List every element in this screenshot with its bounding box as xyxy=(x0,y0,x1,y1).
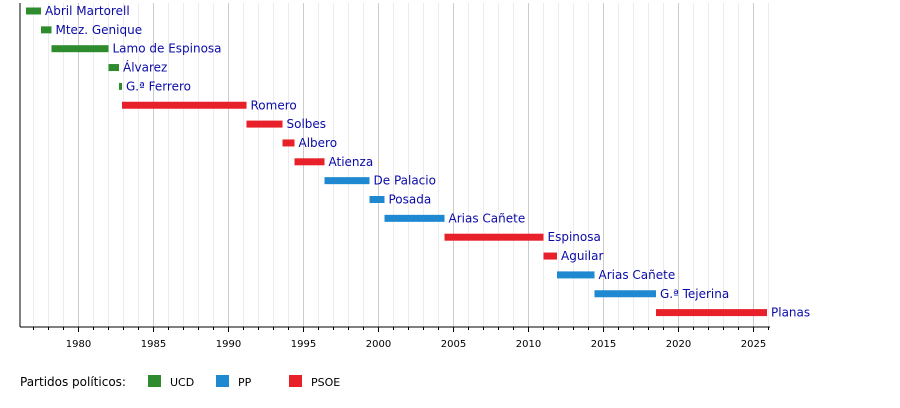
bar-ucd xyxy=(26,7,41,15)
x-tick-label: 1980 xyxy=(66,339,91,350)
x-tick-label: 2010 xyxy=(516,339,541,350)
x-tick-label: 2005 xyxy=(441,339,466,350)
bar-labels: Abril Martorell Mtez. Genique Lamo de Espi… xyxy=(45,4,810,320)
bar-label: Aguilar xyxy=(561,249,603,263)
x-tick-label: 2000 xyxy=(366,339,391,350)
legend-label-ucd: UCD xyxy=(170,376,194,389)
bar-label: Planas xyxy=(771,306,810,320)
bar-label: Mtez. Genique xyxy=(56,23,143,37)
bars xyxy=(26,7,767,317)
bar-label: G.ª Tejerina xyxy=(660,287,729,301)
legend-swatch-psoe xyxy=(289,375,302,387)
x-tick-label: 1990 xyxy=(216,339,241,350)
bar-label: Espinosa xyxy=(548,230,601,244)
bar-label: Albero xyxy=(299,136,338,150)
bar-pp xyxy=(594,290,656,298)
bar-label: Romero xyxy=(251,98,297,112)
bar-label: Arias Cañete xyxy=(449,211,526,225)
bar-pp xyxy=(557,271,595,279)
bar-pp xyxy=(324,177,370,185)
axes: 1980 1985 1990 1995 2000 2005 2010 2015 2020 2025 xyxy=(19,3,770,350)
legend-label-pp: PP xyxy=(238,376,252,389)
bar-psoe xyxy=(444,233,544,241)
bar-psoe xyxy=(656,309,767,317)
legend-swatch-ucd xyxy=(148,375,161,387)
bar-label: De Palacio xyxy=(374,174,436,188)
legend-label-psoe: PSOE xyxy=(311,376,340,389)
x-tick-label: 2015 xyxy=(591,339,616,350)
bar-label: Abril Martorell xyxy=(45,4,130,18)
bar-ucd xyxy=(51,45,109,53)
bar-label: G.ª Ferrero xyxy=(126,79,191,93)
legend: Partidos políticos: UCD PP PSOE xyxy=(20,375,340,389)
bar-label: Arias Cañete xyxy=(599,268,676,282)
bar-psoe xyxy=(246,120,283,128)
x-tick-label: 2020 xyxy=(666,339,691,350)
bar-label: Lamo de Espinosa xyxy=(113,42,222,56)
bar-label: Posada xyxy=(389,193,432,207)
bar-ucd xyxy=(108,64,119,72)
bar-pp xyxy=(384,214,445,222)
x-tick-label: 1995 xyxy=(291,339,316,350)
legend-swatch-pp xyxy=(216,375,229,387)
bar-label: Atienza xyxy=(329,155,374,169)
x-tick-label: 1985 xyxy=(141,339,166,350)
bar-ucd xyxy=(41,26,52,34)
bar-psoe xyxy=(294,158,325,166)
bar-label: Solbes xyxy=(287,117,327,131)
bar-label: Álvarez xyxy=(123,60,167,75)
bar-ucd xyxy=(119,82,122,90)
bar-psoe xyxy=(122,101,247,109)
x-tick-label: 2025 xyxy=(741,339,766,350)
legend-title: Partidos políticos: xyxy=(20,375,126,389)
bar-psoe xyxy=(282,139,295,147)
bar-pp xyxy=(369,196,385,203)
bar-psoe xyxy=(543,252,557,260)
